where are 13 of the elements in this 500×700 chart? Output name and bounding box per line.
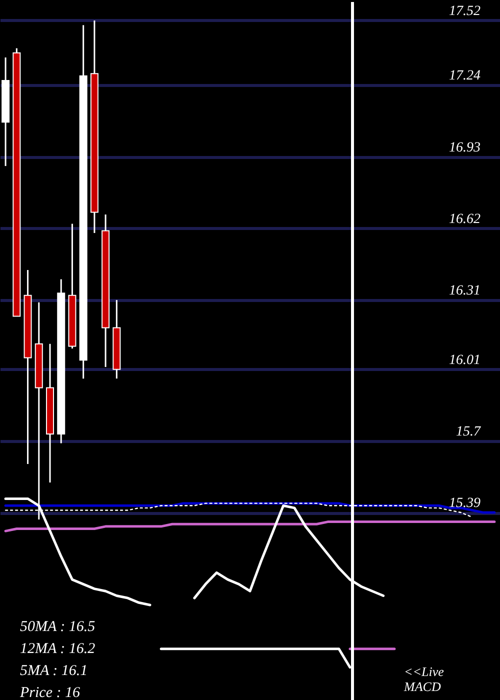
- y-tick-label: 16.93: [449, 140, 480, 156]
- y-tick-label: 15.39: [449, 496, 480, 512]
- y-tick-label: 15.7: [456, 424, 482, 440]
- y-tick-label: 16.01: [449, 352, 480, 368]
- annotation: <<Live MACD: [403, 664, 444, 694]
- y-tick-label: 16.62: [449, 212, 480, 227]
- annotation: 5MA : 16.1: [20, 663, 88, 679]
- annotation: Price : 16: [19, 685, 80, 700]
- annotation: 50MA : 16.5: [20, 619, 96, 635]
- y-tick-label: 16.31: [449, 284, 480, 299]
- annotation: 12MA : 16.2: [20, 641, 96, 657]
- y-tick-label: 17.24: [449, 68, 480, 84]
- y-tick-label: 17.52: [449, 4, 480, 19]
